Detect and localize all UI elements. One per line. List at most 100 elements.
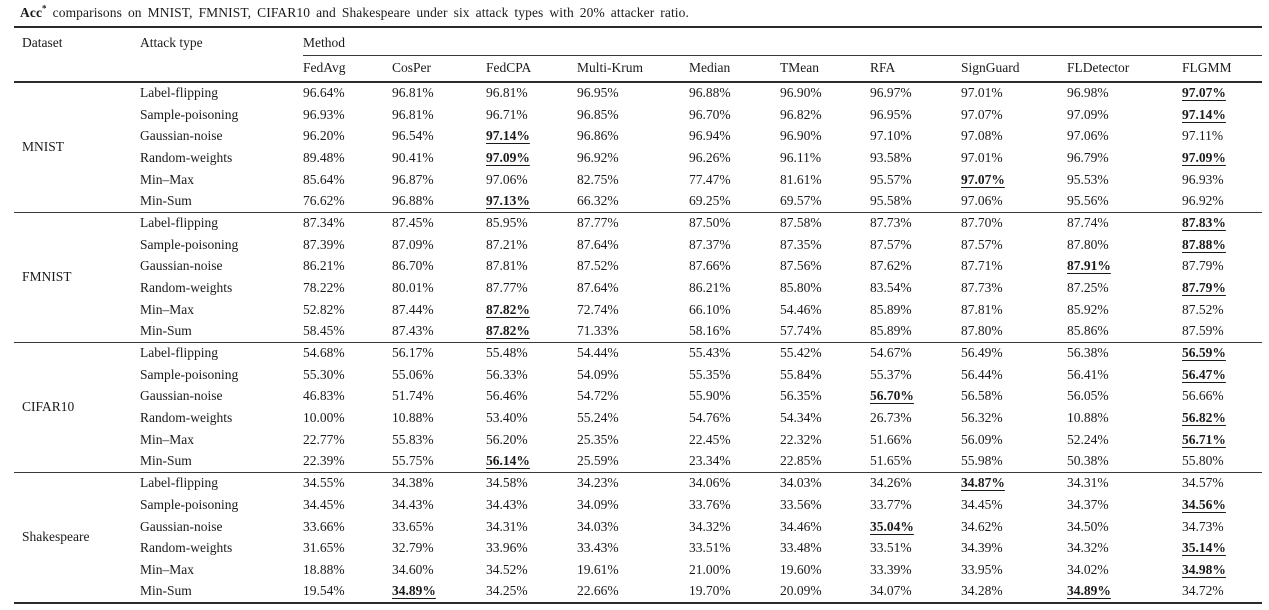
accuracy-value: 54.34% bbox=[780, 410, 822, 426]
caption-metric: Acc* bbox=[20, 3, 47, 20]
column-header-method-flgmm: FLGMM bbox=[1182, 55, 1263, 83]
accuracy-value: 34.58% bbox=[486, 471, 577, 495]
accuracy-value: 34.06% bbox=[689, 471, 780, 495]
accuracy-value: 87.82% bbox=[486, 301, 530, 317]
accuracy-value: 56.35% bbox=[780, 388, 822, 404]
accuracy-value: 56.38% bbox=[1067, 341, 1182, 364]
header-row-groups: Dataset Attack type Method bbox=[14, 27, 1263, 83]
accuracy-value: 96.82% bbox=[780, 106, 822, 122]
accuracy-value: 34.56% bbox=[1182, 496, 1226, 512]
accuracy-value: 96.79% bbox=[1067, 149, 1109, 165]
accuracy-value: 56.32% bbox=[961, 410, 1003, 426]
accuracy-value: 87.79% bbox=[1182, 280, 1226, 296]
accuracy-value: 32.79% bbox=[392, 540, 434, 556]
table-row: Gaussian-noise 96.20% 96.54% 97.14% 96.86% 96… bbox=[14, 125, 1262, 147]
accuracy-value: 97.14% bbox=[1182, 106, 1226, 122]
accuracy-value: 55.80% bbox=[1182, 453, 1224, 469]
attack-type-label: Label-flipping bbox=[140, 211, 303, 234]
accuracy-value: 85.80% bbox=[780, 280, 822, 296]
accuracy-value: 96.64% bbox=[303, 85, 345, 101]
accuracy-value: 54.72% bbox=[577, 388, 619, 404]
accuracy-value: 56.41% bbox=[1067, 366, 1109, 382]
attack-type-label: Label-flipping bbox=[140, 85, 218, 101]
accuracy-value: 34.72% bbox=[1182, 583, 1224, 599]
caption-superscript: * bbox=[42, 3, 47, 14]
attack-type-label: Random-weights bbox=[140, 540, 233, 556]
accuracy-value: 97.09% bbox=[1067, 106, 1109, 122]
accuracy-value: 34.46% bbox=[780, 518, 822, 534]
table-row: Random-weights 78.22% 80.01% 87.77% 87.64% 86… bbox=[14, 277, 1262, 299]
accuracy-value: 87.70% bbox=[961, 211, 1067, 234]
accuracy-value: 97.09% bbox=[1182, 149, 1226, 165]
accuracy-value: 96.92% bbox=[577, 149, 619, 165]
accuracy-value: 33.66% bbox=[303, 518, 345, 534]
accuracy-value: 89.48% bbox=[303, 149, 345, 165]
accuracy-value: 51.65% bbox=[870, 453, 912, 469]
accuracy-value: 34.32% bbox=[1067, 540, 1109, 556]
accuracy-value: 87.73% bbox=[870, 211, 961, 234]
accuracy-value: 97.06% bbox=[961, 193, 1003, 209]
accuracy-value: 33.51% bbox=[689, 540, 731, 556]
accuracy-value: 55.06% bbox=[392, 366, 434, 382]
column-header-method-median: Median bbox=[689, 55, 780, 83]
accuracy-value: 96.94% bbox=[689, 128, 731, 144]
header-row-methods: FedAvg CosPer FedCPA Multi-Krum Median TMean R… bbox=[14, 55, 1263, 83]
accuracy-value: 34.09% bbox=[577, 496, 619, 512]
dataset-label-shakespeare: Shakespeare bbox=[14, 471, 140, 603]
accuracy-value: 87.81% bbox=[486, 258, 528, 274]
accuracy-value: 96.81% bbox=[486, 85, 528, 101]
dataset-label-fmnist: FMNIST bbox=[14, 211, 140, 343]
accuracy-value: 87.45% bbox=[392, 211, 486, 234]
accuracy-value: 22.85% bbox=[780, 453, 822, 469]
accuracy-value: 85.64% bbox=[303, 171, 345, 187]
table-row: Min–Max 85.64% 96.87% 97.06% 82.75% 77.47% 81.… bbox=[14, 169, 1262, 191]
accuracy-value: 87.80% bbox=[961, 323, 1003, 339]
accuracy-value: 55.37% bbox=[870, 366, 912, 382]
accuracy-value: 87.66% bbox=[689, 258, 731, 274]
accuracy-value: 56.09% bbox=[961, 431, 1003, 447]
accuracy-value: 55.35% bbox=[689, 366, 731, 382]
accuracy-value: 66.10% bbox=[689, 301, 731, 317]
accuracy-value: 96.70% bbox=[689, 106, 731, 122]
attack-type-label: Gaussian-noise bbox=[140, 518, 223, 534]
accuracy-value: 34.45% bbox=[303, 496, 345, 512]
accuracy-value: 87.71% bbox=[961, 258, 1003, 274]
accuracy-value: 10.88% bbox=[1067, 410, 1109, 426]
accuracy-value: 55.43% bbox=[689, 341, 780, 364]
accuracy-value: 34.43% bbox=[392, 496, 434, 512]
accuracy-value: 31.65% bbox=[303, 540, 345, 556]
accuracy-value: 34.89% bbox=[392, 583, 436, 599]
attack-type-label: Min–Max bbox=[140, 171, 194, 187]
accuracy-value: 19.61% bbox=[577, 561, 619, 577]
accuracy-value: 97.13% bbox=[486, 193, 530, 209]
accuracy-value: 96.93% bbox=[303, 106, 345, 122]
accuracy-value: 34.25% bbox=[486, 583, 528, 599]
accuracy-value: 96.93% bbox=[1182, 171, 1224, 187]
accuracy-value: 87.37% bbox=[689, 236, 731, 252]
attack-type-label: Random-weights bbox=[140, 149, 233, 165]
attack-type-label: Min–Max bbox=[140, 301, 194, 317]
accuracy-value: 96.11% bbox=[780, 149, 822, 165]
accuracy-value: 71.33% bbox=[577, 323, 619, 339]
accuracy-value: 33.48% bbox=[780, 540, 822, 556]
accuracy-value: 87.52% bbox=[577, 258, 619, 274]
column-header-method-fedavg: FedAvg bbox=[303, 55, 392, 83]
accuracy-value: 33.76% bbox=[689, 496, 731, 512]
accuracy-value: 96.86% bbox=[577, 128, 619, 144]
accuracy-value: 85.89% bbox=[870, 301, 912, 317]
attack-type-label: Sample-poisoning bbox=[140, 106, 239, 122]
accuracy-value: 55.98% bbox=[961, 453, 1003, 469]
accuracy-value: 66.32% bbox=[577, 193, 619, 209]
column-header-method-rfa: RFA bbox=[870, 55, 961, 83]
accuracy-value: 54.67% bbox=[870, 341, 961, 364]
accuracy-value: 19.60% bbox=[780, 561, 822, 577]
accuracy-value: 87.73% bbox=[961, 280, 1003, 296]
attack-type-label: Random-weights bbox=[140, 410, 233, 426]
table-row: Random-weights 89.48% 90.41% 97.09% 96.92% 96… bbox=[14, 147, 1262, 169]
accuracy-value: 55.75% bbox=[392, 453, 434, 469]
table-row: Sample-poisoning 34.45% 34.43% 34.43% 34.09%… bbox=[14, 494, 1262, 516]
accuracy-value: 69.57% bbox=[780, 193, 822, 209]
table-row: MNIST Label-flipping 96.64% 96.81% 96.81% 96.… bbox=[14, 82, 1262, 154]
accuracy-value: 54.09% bbox=[577, 366, 619, 382]
